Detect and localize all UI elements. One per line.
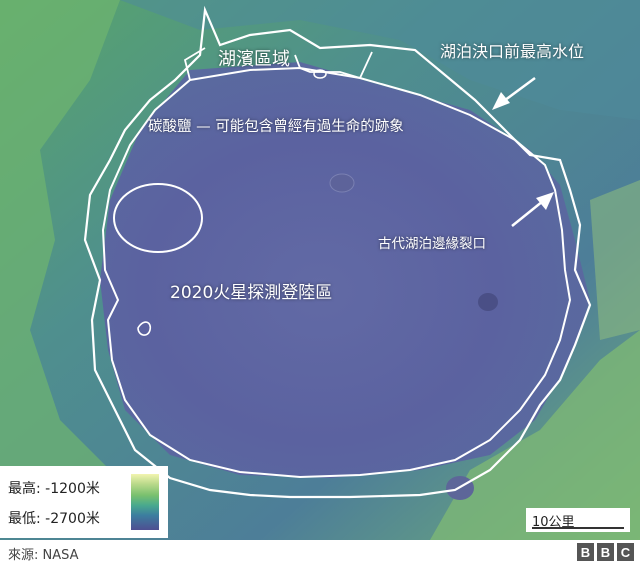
high-water-arrowhead	[492, 92, 510, 110]
crater-pit	[329, 173, 355, 193]
scale-line	[532, 527, 624, 529]
terrain-highland-left	[0, 0, 120, 470]
elevation-legend: 最高: -1200米 最低: -2700米	[0, 466, 168, 538]
landing-site-label: 2020火星探測登陸區	[170, 283, 333, 303]
carbonate-label: 碳酸鹽 — 可能包含曾經有過生命的跡象	[148, 119, 404, 135]
bbc-logo-letter: B	[577, 543, 594, 561]
breach-arrowhead	[536, 192, 554, 210]
lake-margin-outline	[101, 66, 572, 479]
carbonate-circle	[113, 183, 203, 253]
crater-elevation-map	[0, 0, 640, 540]
footer: 來源: NASA B B C	[0, 540, 640, 566]
bbc-logo: B B C	[577, 543, 634, 561]
legend-min-label: 最低: -2700米	[8, 511, 100, 527]
terrain-top-band	[120, 0, 640, 120]
crater-pit	[478, 293, 498, 311]
legend-color-bar	[131, 474, 159, 530]
scale-label: 10公里	[532, 515, 575, 530]
high-water-outline	[83, 5, 592, 499]
legend-max-label: 最高: -1200米	[8, 481, 100, 497]
crater-floor	[100, 62, 590, 478]
scale-bar: 10公里	[526, 508, 630, 532]
lake-shore-label: 湖濱區域	[218, 49, 290, 70]
small-marked-pit	[137, 321, 152, 336]
terrain-highland-bottom-right	[430, 330, 640, 540]
terrain-highland-right	[590, 180, 640, 340]
lake-shore-pond	[313, 69, 327, 79]
breach-label: 古代湖泊邊緣裂口	[378, 236, 486, 252]
source-credit: 來源: NASA	[8, 548, 79, 563]
bbc-logo-letter: B	[597, 543, 614, 561]
high-water-label: 湖泊決口前最高水位	[440, 42, 585, 61]
bbc-logo-letter: C	[617, 543, 634, 561]
